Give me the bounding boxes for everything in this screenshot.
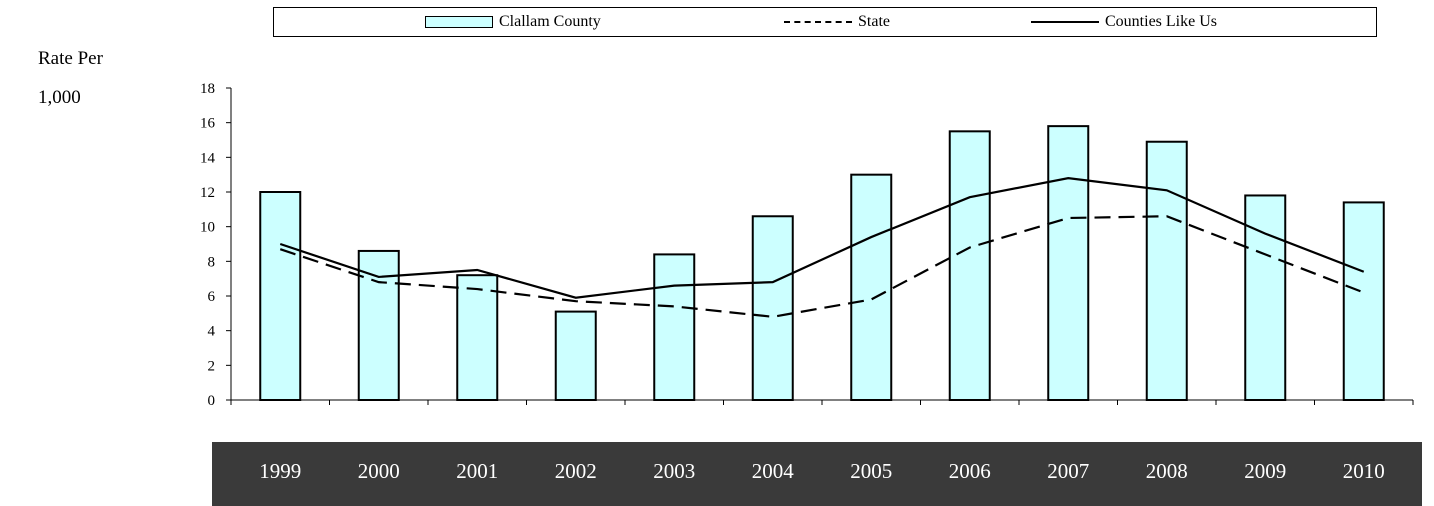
x-tick-label-1999: 1999: [259, 459, 302, 483]
y-axis-label-line1: Rate Per: [38, 48, 103, 69]
bar-clallam-2005: [850, 173, 893, 401]
y-tick-label: 6: [208, 289, 216, 305]
y-tick-label: 0: [208, 393, 216, 409]
legend-swatch-dashed: [784, 21, 852, 23]
bar-clallam-2001: [456, 274, 499, 402]
x-tick-label-2003: 2003: [653, 459, 696, 483]
bar-clallam-2010: [1342, 201, 1385, 401]
bar-clallam-2009: [1244, 194, 1287, 401]
line-state: [279, 215, 1365, 318]
y-tick-label: 18: [200, 81, 215, 97]
x-tick-label-2004: 2004: [751, 459, 794, 483]
legend-item-clallam: Clallam County: [425, 8, 601, 36]
x-tick-label-2001: 2001: [456, 459, 499, 483]
y-tick-label: 2: [208, 358, 216, 374]
x-tick-label-2007: 2007: [1047, 459, 1090, 483]
line-counties-like-us: [279, 177, 1365, 299]
y-tick-label: 14: [200, 150, 216, 166]
bar-clallam-2007: [1047, 125, 1090, 401]
bar-clallam-2008: [1145, 140, 1188, 401]
bar-clallam-2003: [653, 253, 696, 401]
legend-label-clallam: Clallam County: [499, 13, 601, 30]
y-tick-label: 4: [208, 324, 216, 340]
legend: Clallam County State Counties Like Us: [273, 7, 1377, 37]
y-tick-label: 16: [200, 116, 216, 132]
bar-clallam-2004: [751, 215, 794, 401]
chart-plot: 0 2 4 6 8 10 12 14 16 18: [200, 81, 1414, 409]
x-tick-label-2000: 2000: [357, 459, 400, 483]
bar-clallam-1999: [259, 191, 302, 401]
x-tick-label-2008: 2008: [1145, 459, 1188, 483]
legend-label-state: State: [858, 13, 890, 30]
x-tick-label-2009: 2009: [1244, 459, 1287, 483]
bar-clallam-2002: [554, 310, 597, 402]
x-tick-label-2002: 2002: [554, 459, 597, 483]
y-tick-label: 8: [208, 254, 216, 270]
x-axis-year-band: [212, 442, 1422, 506]
legend-swatch-bar: [425, 16, 493, 28]
y-axis-label-line2: 1,000: [38, 87, 81, 108]
y-tick-label: 12: [200, 185, 215, 201]
legend-label-counties: Counties Like Us: [1105, 13, 1217, 30]
bar-clallam-2006: [948, 130, 991, 401]
legend-item-state: State: [784, 8, 890, 36]
x-tick-label-2006: 2006: [948, 459, 991, 483]
legend-swatch-solid: [1031, 21, 1099, 23]
x-tick-label-2005: 2005: [850, 459, 893, 483]
y-tick-label: 10: [200, 220, 215, 236]
x-tick-label-2010: 2010: [1342, 459, 1385, 483]
legend-item-counties: Counties Like Us: [1031, 8, 1217, 36]
